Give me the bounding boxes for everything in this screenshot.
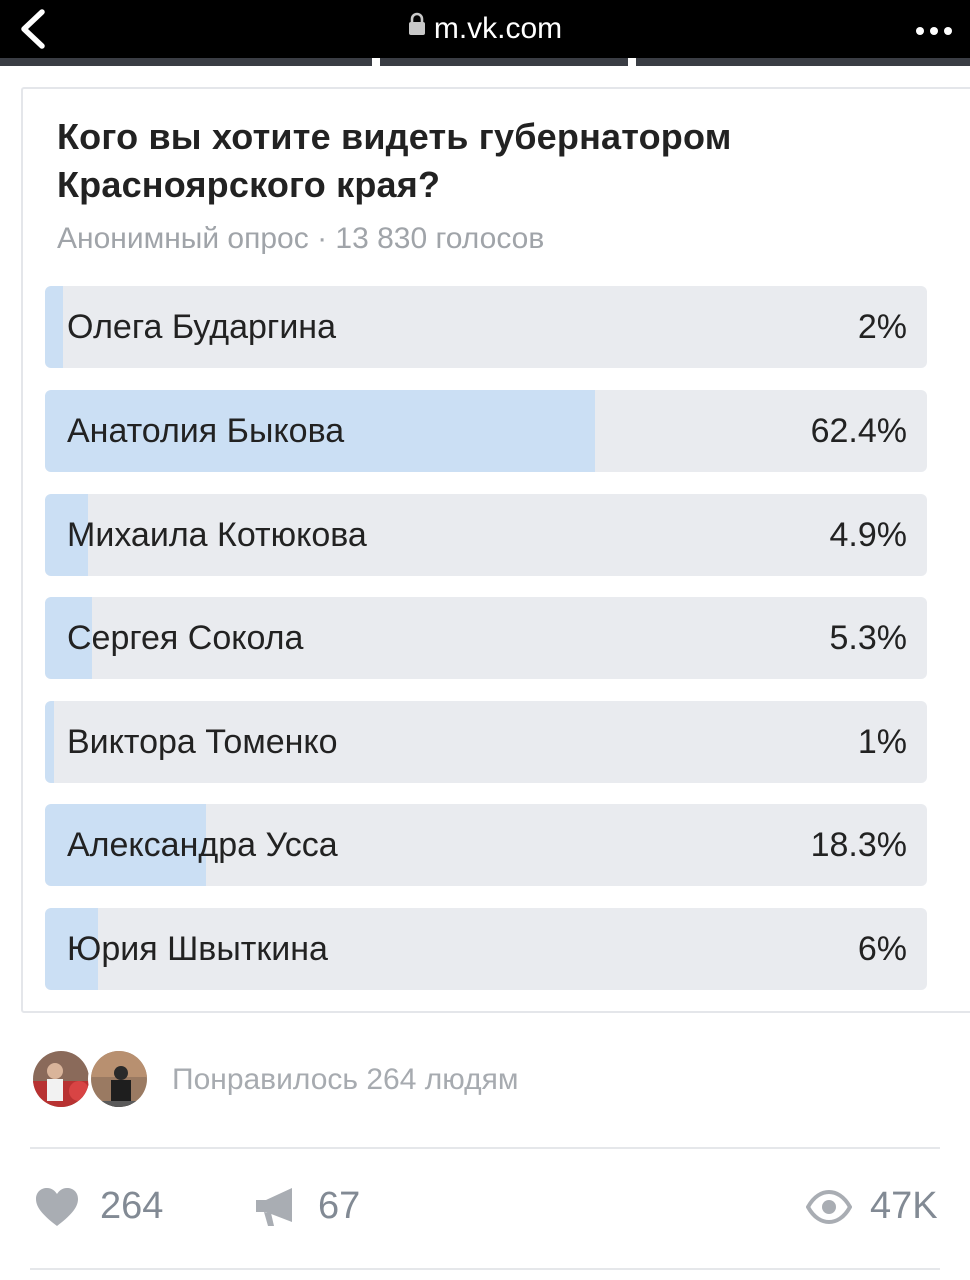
poll-option[interactable]: Анатолия Быкова 62.4%: [45, 390, 927, 472]
share-button[interactable]: 67: [254, 1178, 374, 1234]
poll-option-label: Виктора Томенко: [67, 723, 338, 761]
share-count: 67: [318, 1185, 361, 1227]
image-strip: [0, 58, 970, 66]
photo-thumb[interactable]: [0, 58, 372, 66]
eye-icon: [806, 1190, 852, 1224]
poll-option-label: Александра Усса: [67, 826, 338, 864]
divider: [30, 1147, 940, 1149]
poll-option-percent: 18.3%: [810, 826, 907, 864]
browser-top-bar: m.vk.com: [0, 0, 970, 58]
more-horizontal-icon: [916, 27, 924, 35]
address-bar[interactable]: m.vk.com: [0, 10, 970, 48]
poll-option-percent: 62.4%: [810, 412, 907, 450]
photo-thumb[interactable]: [636, 58, 970, 66]
liked-by-text[interactable]: Понравилось 264 людям: [172, 1063, 519, 1096]
poll-option-label: Анатолия Быкова: [67, 412, 345, 450]
megaphone-icon: [256, 1188, 292, 1226]
poll-meta: Анонимный опрос · 13 830 голосов: [57, 222, 545, 255]
poll-option-label: Олега Бударгина: [67, 308, 336, 346]
poll-option-fill: [45, 908, 98, 990]
like-button[interactable]: 264: [34, 1178, 174, 1234]
poll-option-fill: [45, 390, 596, 472]
poll-option-percent: 5.3%: [829, 619, 908, 657]
poll-option-fill: [45, 597, 92, 679]
poll-option-fill: [45, 701, 54, 783]
divider: [30, 1268, 940, 1270]
more-dot: [930, 27, 938, 35]
views-counter: 47K: [806, 1178, 946, 1234]
avatar[interactable]: [30, 1048, 92, 1110]
url-text: m.vk.com: [433, 12, 563, 45]
poll-card: Кого вы хотите видеть губернатором Красн…: [21, 87, 970, 1013]
poll-option-percent: 4.9%: [829, 516, 908, 554]
poll-option[interactable]: Юрия Швыткина 6%: [45, 908, 927, 990]
chevron-left-icon: [21, 9, 45, 49]
poll-option-label: Михаила Котюкова: [67, 516, 367, 554]
photo-thumb[interactable]: [380, 58, 628, 66]
poll-option[interactable]: Виктора Томенко 1%: [45, 701, 927, 783]
poll-option-label: Юрия Швыткина: [67, 930, 328, 968]
avatar[interactable]: [88, 1048, 150, 1110]
poll-title: Кого вы хотите видеть губернатором Красн…: [57, 116, 732, 205]
heart-icon: [36, 1188, 78, 1226]
more-options-button[interactable]: [912, 12, 956, 46]
views-count: 47K: [870, 1185, 938, 1227]
like-count: 264: [100, 1185, 164, 1227]
poll-option-label: Сергея Сокола: [67, 619, 304, 657]
poll-option-fill: [45, 494, 89, 576]
poll-option[interactable]: Михаила Котюкова 4.9%: [45, 494, 927, 576]
poll-option-percent: 2%: [857, 308, 907, 346]
poll-option[interactable]: Александра Усса 18.3%: [45, 804, 927, 886]
back-button[interactable]: [14, 8, 54, 50]
more-dot: [944, 27, 952, 35]
post-actions: 264 67 47K: [0, 1150, 970, 1266]
poll-option[interactable]: Олега Бударгина 2%: [45, 286, 927, 368]
poll-option[interactable]: Сергея Сокола 5.3%: [45, 597, 927, 679]
likers-row[interactable]: Понравилось 264 людям: [30, 1048, 950, 1112]
poll-option-fill: [45, 804, 207, 886]
lock-icon: [408, 8, 426, 46]
poll-option-fill: [45, 286, 63, 368]
poll-option-percent: 1%: [857, 723, 907, 761]
poll-option-percent: 6%: [857, 930, 907, 968]
